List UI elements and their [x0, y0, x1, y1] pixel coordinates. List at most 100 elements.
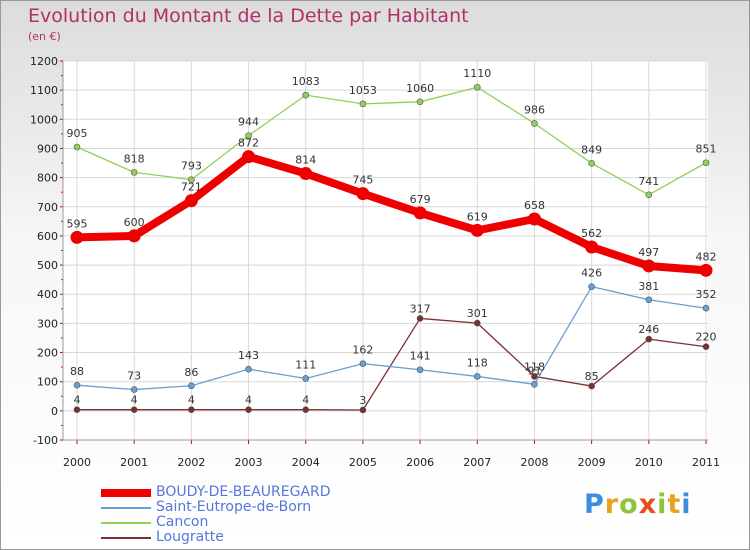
data-label: 721	[181, 181, 202, 194]
legend-label: Lougratte	[156, 529, 224, 545]
data-point	[642, 259, 656, 273]
logo-letter: P	[584, 489, 605, 520]
data-label: 4	[131, 394, 138, 407]
data-label: 482	[696, 250, 717, 263]
series-line-lougratte	[77, 317, 707, 411]
data-point	[359, 406, 367, 414]
data-label: 91	[527, 364, 541, 377]
data-point	[70, 230, 84, 244]
data-point	[699, 263, 713, 277]
y-tick-label: 600	[37, 230, 58, 243]
data-label: 4	[245, 394, 252, 407]
legend-label: BOUDY-DE-BEAUREGARD	[156, 484, 331, 500]
legend-swatch	[101, 489, 151, 497]
x-tick-label: 2010	[635, 456, 663, 469]
x-tick-label: 2007	[463, 456, 491, 469]
data-label: 118	[467, 356, 488, 369]
data-point	[473, 319, 481, 327]
data-label: 4	[74, 394, 81, 407]
logo-letter: x	[638, 489, 658, 520]
data-point	[188, 406, 195, 413]
data-point	[302, 406, 310, 413]
x-tick-label: 2004	[292, 456, 320, 469]
data-point	[702, 304, 710, 312]
series-line-boudy-de-beauregard	[76, 152, 707, 275]
legend-item: BOUDY-DE-BEAUREGARD	[101, 484, 421, 501]
data-point	[585, 240, 599, 254]
data-point	[356, 187, 370, 201]
data-point	[413, 206, 427, 220]
x-tick-label: 2005	[349, 456, 377, 469]
data-point	[416, 315, 424, 322]
data-point	[302, 91, 310, 99]
chart-title: Evolution du Montant de la Dette par Hab…	[28, 5, 469, 27]
data-point	[73, 381, 81, 389]
data-label: 118	[524, 360, 545, 373]
data-label: 4	[188, 394, 195, 407]
data-point	[127, 229, 141, 243]
data-label: 872	[238, 137, 259, 150]
data-label: 658	[524, 199, 545, 212]
data-point	[416, 98, 424, 106]
series-line-saint-eutrope-de-born	[76, 286, 707, 391]
data-label: 562	[581, 227, 602, 240]
legend-item: Saint-Eutrope-de-Born	[101, 499, 421, 516]
y-tick-label: 1200	[30, 55, 58, 68]
series-line-cancon	[76, 86, 707, 196]
data-point	[531, 381, 538, 388]
data-label: 352	[696, 288, 717, 301]
data-label: 741	[638, 175, 659, 188]
data-label: 1060	[406, 82, 434, 95]
data-point	[245, 406, 252, 413]
data-label: 86	[184, 366, 198, 379]
data-label: 793	[181, 160, 202, 173]
data-point	[130, 169, 138, 176]
data-point	[527, 212, 541, 226]
logo-letter: o	[619, 489, 639, 520]
data-label: 162	[352, 344, 373, 357]
data-label: 301	[467, 307, 488, 320]
data-point	[645, 335, 653, 343]
data-point	[73, 143, 81, 151]
data-label: 679	[410, 193, 431, 206]
data-label: 745	[352, 174, 373, 187]
data-point	[184, 194, 198, 208]
data-point	[473, 83, 481, 91]
data-label: 595	[67, 217, 88, 230]
data-point	[645, 296, 653, 304]
logo-letter: r	[604, 489, 620, 520]
data-point	[188, 176, 195, 183]
data-label: 3	[359, 394, 366, 407]
x-tick-label: 2008	[520, 456, 548, 469]
y-tick-label: 700	[37, 201, 58, 214]
legend-label: Cancon	[156, 514, 209, 530]
data-label: 220	[696, 331, 717, 344]
legend-item: Lougratte	[101, 529, 421, 546]
data-point	[245, 365, 252, 373]
data-label: 1083	[292, 75, 320, 88]
x-tick-label: 2006	[406, 456, 434, 469]
data-label: 246	[638, 323, 659, 336]
data-label: 143	[238, 349, 259, 362]
y-tick-label: 800	[37, 172, 58, 185]
data-label: 317	[410, 302, 431, 315]
data-label: 88	[70, 365, 84, 378]
data-point	[473, 373, 481, 380]
data-point	[416, 366, 424, 374]
data-point	[245, 132, 252, 139]
data-point	[588, 283, 595, 290]
data-label: 111	[295, 358, 316, 371]
legend-item: Cancon	[101, 514, 421, 531]
data-point	[73, 406, 81, 413]
data-label: 619	[467, 210, 488, 223]
data-point	[470, 223, 484, 237]
data-point	[359, 360, 367, 367]
data-point	[130, 406, 138, 413]
y-tick-label: -100	[33, 434, 58, 447]
data-point	[299, 167, 313, 181]
data-label: 600	[124, 216, 145, 229]
x-tick-label: 2001	[120, 456, 148, 469]
logo-letter: t	[667, 489, 682, 520]
x-tick-label: 2011	[692, 456, 720, 469]
